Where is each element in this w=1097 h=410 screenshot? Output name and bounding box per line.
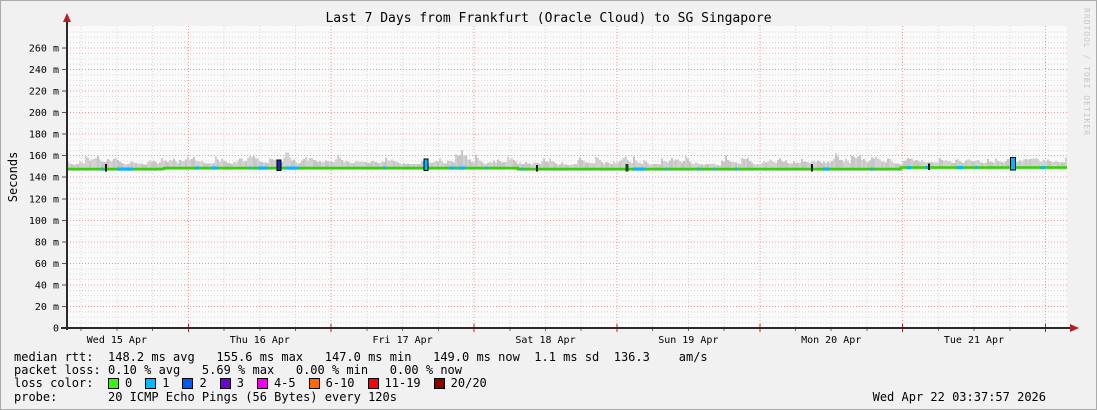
svg-text:80 m: 80 m bbox=[35, 237, 59, 248]
svg-text:160 m: 160 m bbox=[29, 151, 59, 162]
loss-color-swatch bbox=[367, 377, 379, 389]
svg-text:20 m: 20 m bbox=[35, 302, 59, 313]
loss-color-item: 3 bbox=[219, 376, 244, 391]
median-line bbox=[67, 166, 1067, 171]
graph-timestamp: Wed Apr 22 03:37:57 2026 bbox=[872, 390, 1046, 404]
svg-text:Fri 17 Apr: Fri 17 Apr bbox=[372, 335, 432, 346]
svg-text:200 m: 200 m bbox=[29, 108, 59, 119]
median-rtt-row: median rtt: 148.2 ms avg 155.6 ms max 147… bbox=[14, 349, 1083, 364]
svg-text:Tue 21 Apr: Tue 21 Apr bbox=[944, 335, 1004, 346]
loss-color-value: 11-19 bbox=[384, 376, 421, 391]
probe-label: probe: bbox=[14, 389, 58, 404]
rrdtool-watermark: RRDTOOL / TOBI OETIKER bbox=[1082, 8, 1091, 136]
svg-text:Wed 15 Apr: Wed 15 Apr bbox=[87, 335, 147, 346]
x-axis-arrow-icon bbox=[1070, 324, 1079, 332]
loss-color-row: loss color: 0 1 2 3 4-5 6-10 11-19 20/20 bbox=[14, 376, 1083, 391]
loss-color-swatch bbox=[108, 377, 119, 389]
loss-color-value: 20/20 bbox=[450, 376, 487, 391]
loss-color-swatch bbox=[256, 377, 268, 389]
loss-color-swatch bbox=[145, 377, 157, 389]
svg-text:100 m: 100 m bbox=[29, 216, 59, 227]
x-tick-labels: Wed 15 Apr Thu 16 Apr Fri 17 Apr Sat 18 Apr… bbox=[87, 335, 1004, 346]
loss-color-item: 0 bbox=[108, 376, 132, 390]
packet-loss-values: 0.10 % avg 5.69 % max 0.00 % min 0.00 % … bbox=[108, 363, 463, 378]
packet-loss-label: packet loss: bbox=[14, 363, 101, 378]
loss-color-swatch bbox=[182, 377, 194, 389]
legend: median rtt: 148.2 ms avg 155.6 ms max 147… bbox=[14, 350, 1083, 404]
median-rtt-label: median rtt: bbox=[14, 349, 94, 364]
loss-color-item: 2 bbox=[182, 376, 207, 391]
loss-color-item: 6-10 bbox=[308, 376, 355, 391]
svg-text:220 m: 220 m bbox=[29, 87, 59, 98]
y-axis-arrow-icon bbox=[63, 13, 71, 22]
svg-text:0: 0 bbox=[53, 324, 59, 335]
svg-text:240 m: 240 m bbox=[29, 65, 59, 76]
loss-color-value: 6-10 bbox=[325, 376, 355, 391]
svg-text:Mon 20 Apr: Mon 20 Apr bbox=[801, 335, 861, 346]
loss-color-item: 20/20 bbox=[433, 376, 487, 391]
svg-text:Thu 16 Apr: Thu 16 Apr bbox=[230, 335, 290, 346]
svg-text:180 m: 180 m bbox=[29, 130, 59, 141]
loss-ticks bbox=[101, 157, 1045, 172]
svg-text:60 m: 60 m bbox=[35, 259, 59, 270]
loss-color-item: 1 bbox=[145, 376, 169, 390]
svg-text:140 m: 140 m bbox=[29, 173, 59, 184]
svg-text:Sun 19 Apr: Sun 19 Apr bbox=[658, 335, 718, 346]
loss-color-label: loss color: bbox=[14, 376, 94, 391]
svg-text:40 m: 40 m bbox=[35, 280, 59, 291]
latency-chart: 260 m 240 m 220 m 200 m 180 m 160 m 140 m 120 m… bbox=[6, 13, 1079, 346]
y-axis-title: Seconds bbox=[6, 152, 20, 203]
axes bbox=[61, 13, 1079, 332]
loss-color-value: 0 bbox=[125, 376, 133, 391]
loss-color-item: 11-19 bbox=[367, 376, 421, 391]
loss-color-swatches: 0 1 2 3 4-5 6-10 11-19 20/20 bbox=[108, 376, 500, 390]
loss-color-swatch bbox=[433, 377, 445, 389]
graph-title: Last 7 Days from Frankfurt (Oracle Cloud… bbox=[325, 11, 772, 26]
median-rtt-values: 148.2 ms avg 155.6 ms max 147.0 ms min 1… bbox=[108, 349, 708, 364]
loss-color-value: 3 bbox=[236, 376, 244, 391]
probe-value: 20 ICMP Echo Pings (56 Bytes) every 120s bbox=[108, 389, 397, 404]
loss-color-swatch bbox=[219, 377, 231, 389]
svg-text:Sat 18 Apr: Sat 18 Apr bbox=[515, 335, 575, 346]
svg-text:120 m: 120 m bbox=[29, 194, 59, 205]
loss-color-swatch bbox=[308, 377, 320, 389]
plot-area bbox=[67, 26, 1067, 328]
y-tick-labels: 260 m 240 m 220 m 200 m 180 m 160 m 140 m 120 m… bbox=[29, 44, 59, 335]
smoke-series bbox=[67, 150, 1067, 172]
packet-loss-row: packet loss: 0.10 % avg 5.69 % max 0.00 %… bbox=[14, 363, 1083, 378]
grid bbox=[62, 26, 1067, 332]
svg-text:260 m: 260 m bbox=[29, 44, 59, 55]
loss-color-item: 4-5 bbox=[256, 376, 296, 391]
loss-color-value: 1 bbox=[162, 376, 170, 391]
loss-color-value: 4-5 bbox=[273, 376, 296, 391]
loss-color-value: 2 bbox=[199, 376, 207, 391]
probe-row: probe: 20 ICMP Echo Pings (56 Bytes) ever… bbox=[14, 389, 1083, 404]
